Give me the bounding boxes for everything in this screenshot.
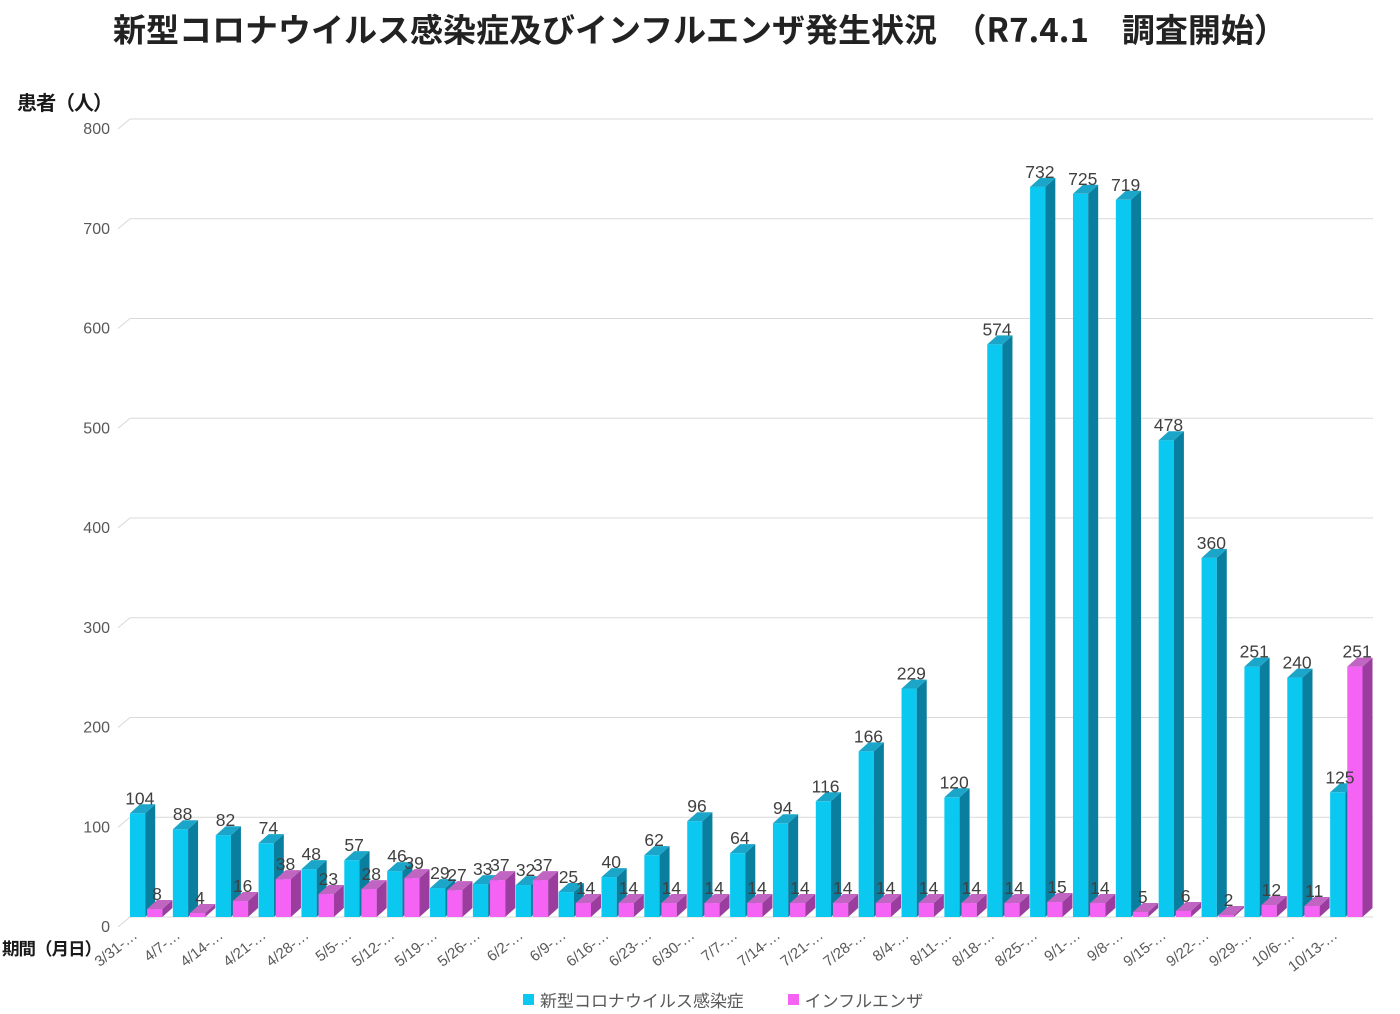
- svg-text:88: 88: [173, 804, 192, 824]
- svg-text:14: 14: [790, 878, 810, 898]
- svg-text:39: 39: [404, 853, 423, 873]
- svg-text:600: 600: [83, 321, 110, 338]
- svg-text:96: 96: [687, 796, 706, 816]
- svg-text:14: 14: [962, 878, 982, 898]
- svg-text:4/28-…: 4/28-…: [263, 927, 312, 971]
- svg-text:100: 100: [83, 819, 110, 836]
- svg-text:7/7-…: 7/7-…: [698, 927, 741, 966]
- svg-text:8/4-…: 8/4-…: [870, 927, 913, 966]
- svg-text:3/31-…: 3/31-…: [92, 927, 141, 971]
- svg-text:6/2-…: 6/2-…: [484, 927, 527, 966]
- svg-text:300: 300: [83, 620, 110, 637]
- svg-text:23: 23: [319, 869, 338, 889]
- svg-text:104: 104: [125, 788, 154, 808]
- svg-text:229: 229: [897, 664, 926, 684]
- svg-text:57: 57: [344, 835, 363, 855]
- svg-text:40: 40: [602, 852, 622, 872]
- svg-text:9/1-…: 9/1-…: [1041, 927, 1084, 966]
- svg-text:14: 14: [876, 878, 896, 898]
- svg-text:166: 166: [854, 726, 883, 746]
- svg-text:10/13-…: 10/13-…: [1285, 927, 1341, 976]
- svg-text:116: 116: [812, 776, 840, 796]
- svg-text:240: 240: [1282, 653, 1311, 673]
- svg-text:14: 14: [576, 878, 596, 898]
- svg-text:120: 120: [940, 772, 969, 792]
- svg-text:8: 8: [152, 884, 162, 904]
- svg-text:574: 574: [982, 319, 1011, 339]
- svg-text:8/25-…: 8/25-…: [992, 927, 1041, 971]
- svg-text:5/26-…: 5/26-…: [434, 927, 483, 971]
- svg-text:9/15-…: 9/15-…: [1120, 927, 1169, 971]
- svg-text:725: 725: [1068, 169, 1097, 189]
- svg-text:16: 16: [233, 876, 252, 896]
- svg-text:7/28-…: 7/28-…: [820, 927, 869, 971]
- svg-text:8/11-…: 8/11-…: [907, 927, 955, 970]
- svg-text:27: 27: [447, 865, 466, 885]
- svg-text:14: 14: [619, 878, 639, 898]
- svg-text:400: 400: [83, 520, 110, 537]
- svg-text:9/8-…: 9/8-…: [1084, 927, 1127, 966]
- svg-text:14: 14: [662, 878, 682, 898]
- svg-text:14: 14: [833, 878, 853, 898]
- svg-text:48: 48: [302, 844, 321, 864]
- svg-text:6/9-…: 6/9-…: [527, 927, 570, 966]
- svg-text:14: 14: [704, 878, 724, 898]
- svg-text:14: 14: [919, 878, 939, 898]
- svg-text:8/18-…: 8/18-…: [949, 927, 998, 971]
- svg-text:64: 64: [730, 828, 750, 848]
- svg-text:4/21-…: 4/21-…: [220, 927, 269, 971]
- svg-text:500: 500: [83, 420, 110, 437]
- svg-text:2: 2: [1224, 890, 1234, 910]
- svg-text:9/29-…: 9/29-…: [1206, 927, 1255, 971]
- svg-text:719: 719: [1111, 175, 1140, 195]
- svg-text:4/14-…: 4/14-…: [177, 927, 226, 971]
- svg-text:700: 700: [83, 221, 110, 238]
- svg-text:37: 37: [533, 855, 552, 875]
- svg-text:82: 82: [216, 810, 235, 830]
- svg-text:6: 6: [1181, 886, 1191, 906]
- svg-text:37: 37: [490, 855, 509, 875]
- svg-text:251: 251: [1240, 642, 1269, 662]
- svg-text:125: 125: [1325, 767, 1354, 787]
- svg-text:14: 14: [1090, 878, 1110, 898]
- svg-text:0: 0: [101, 919, 110, 936]
- svg-text:478: 478: [1154, 415, 1183, 435]
- svg-text:14: 14: [747, 878, 767, 898]
- svg-text:28: 28: [362, 864, 381, 884]
- svg-text:5/12-…: 5/12-…: [349, 927, 398, 971]
- svg-text:62: 62: [644, 830, 663, 850]
- svg-text:6/23-…: 6/23-…: [606, 927, 655, 971]
- svg-text:6/16-…: 6/16-…: [563, 927, 612, 971]
- svg-text:732: 732: [1025, 162, 1054, 182]
- svg-text:7/21-…: 7/21-…: [777, 927, 826, 971]
- svg-text:800: 800: [83, 121, 110, 138]
- svg-text:200: 200: [83, 720, 110, 737]
- svg-text:11: 11: [1305, 881, 1323, 901]
- svg-text:9/22-…: 9/22-…: [1163, 927, 1212, 971]
- svg-text:94: 94: [773, 798, 793, 818]
- svg-text:12: 12: [1262, 880, 1281, 900]
- svg-text:4/7-…: 4/7-…: [141, 927, 184, 966]
- svg-text:360: 360: [1197, 533, 1226, 553]
- svg-text:15: 15: [1047, 877, 1066, 897]
- svg-text:38: 38: [276, 854, 295, 874]
- svg-text:6/30-…: 6/30-…: [649, 927, 698, 971]
- svg-text:4: 4: [195, 888, 205, 908]
- svg-text:5/19-…: 5/19-…: [392, 927, 441, 971]
- svg-text:74: 74: [259, 818, 279, 838]
- svg-text:14: 14: [1004, 878, 1024, 898]
- svg-text:5/5-…: 5/5-…: [312, 927, 355, 966]
- svg-text:5: 5: [1138, 887, 1148, 907]
- svg-text:251: 251: [1342, 642, 1371, 662]
- svg-text:7/14-…: 7/14-…: [735, 927, 784, 971]
